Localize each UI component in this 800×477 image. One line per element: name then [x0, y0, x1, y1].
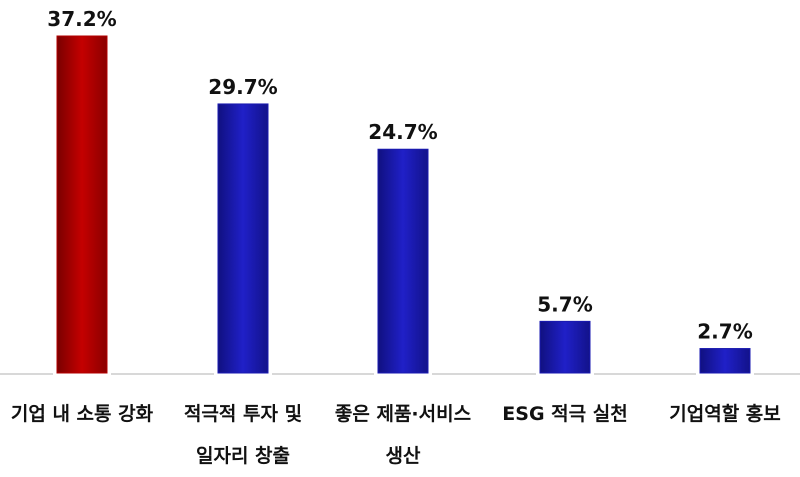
bar — [699, 348, 751, 374]
category-label: ESG 적극 실천 — [502, 403, 627, 425]
data-label: 5.7% — [537, 292, 592, 316]
bar — [539, 320, 591, 374]
category-label: 적극적 투자 및 — [184, 403, 302, 425]
bar — [56, 35, 108, 374]
data-label: 37.2% — [47, 7, 116, 31]
category-label: 생산 — [386, 445, 421, 467]
bar — [377, 148, 429, 374]
category-label: 좋은 제품·서비스 — [335, 403, 471, 425]
bar — [217, 103, 269, 374]
data-label: 2.7% — [697, 320, 752, 344]
category-label: 일자리 창출 — [196, 445, 290, 467]
data-label: 24.7% — [368, 120, 437, 144]
category-label: 기업 내 소통 강화 — [11, 403, 154, 425]
data-label: 29.7% — [208, 75, 277, 99]
category-label: 기업역할 홍보 — [669, 402, 781, 425]
